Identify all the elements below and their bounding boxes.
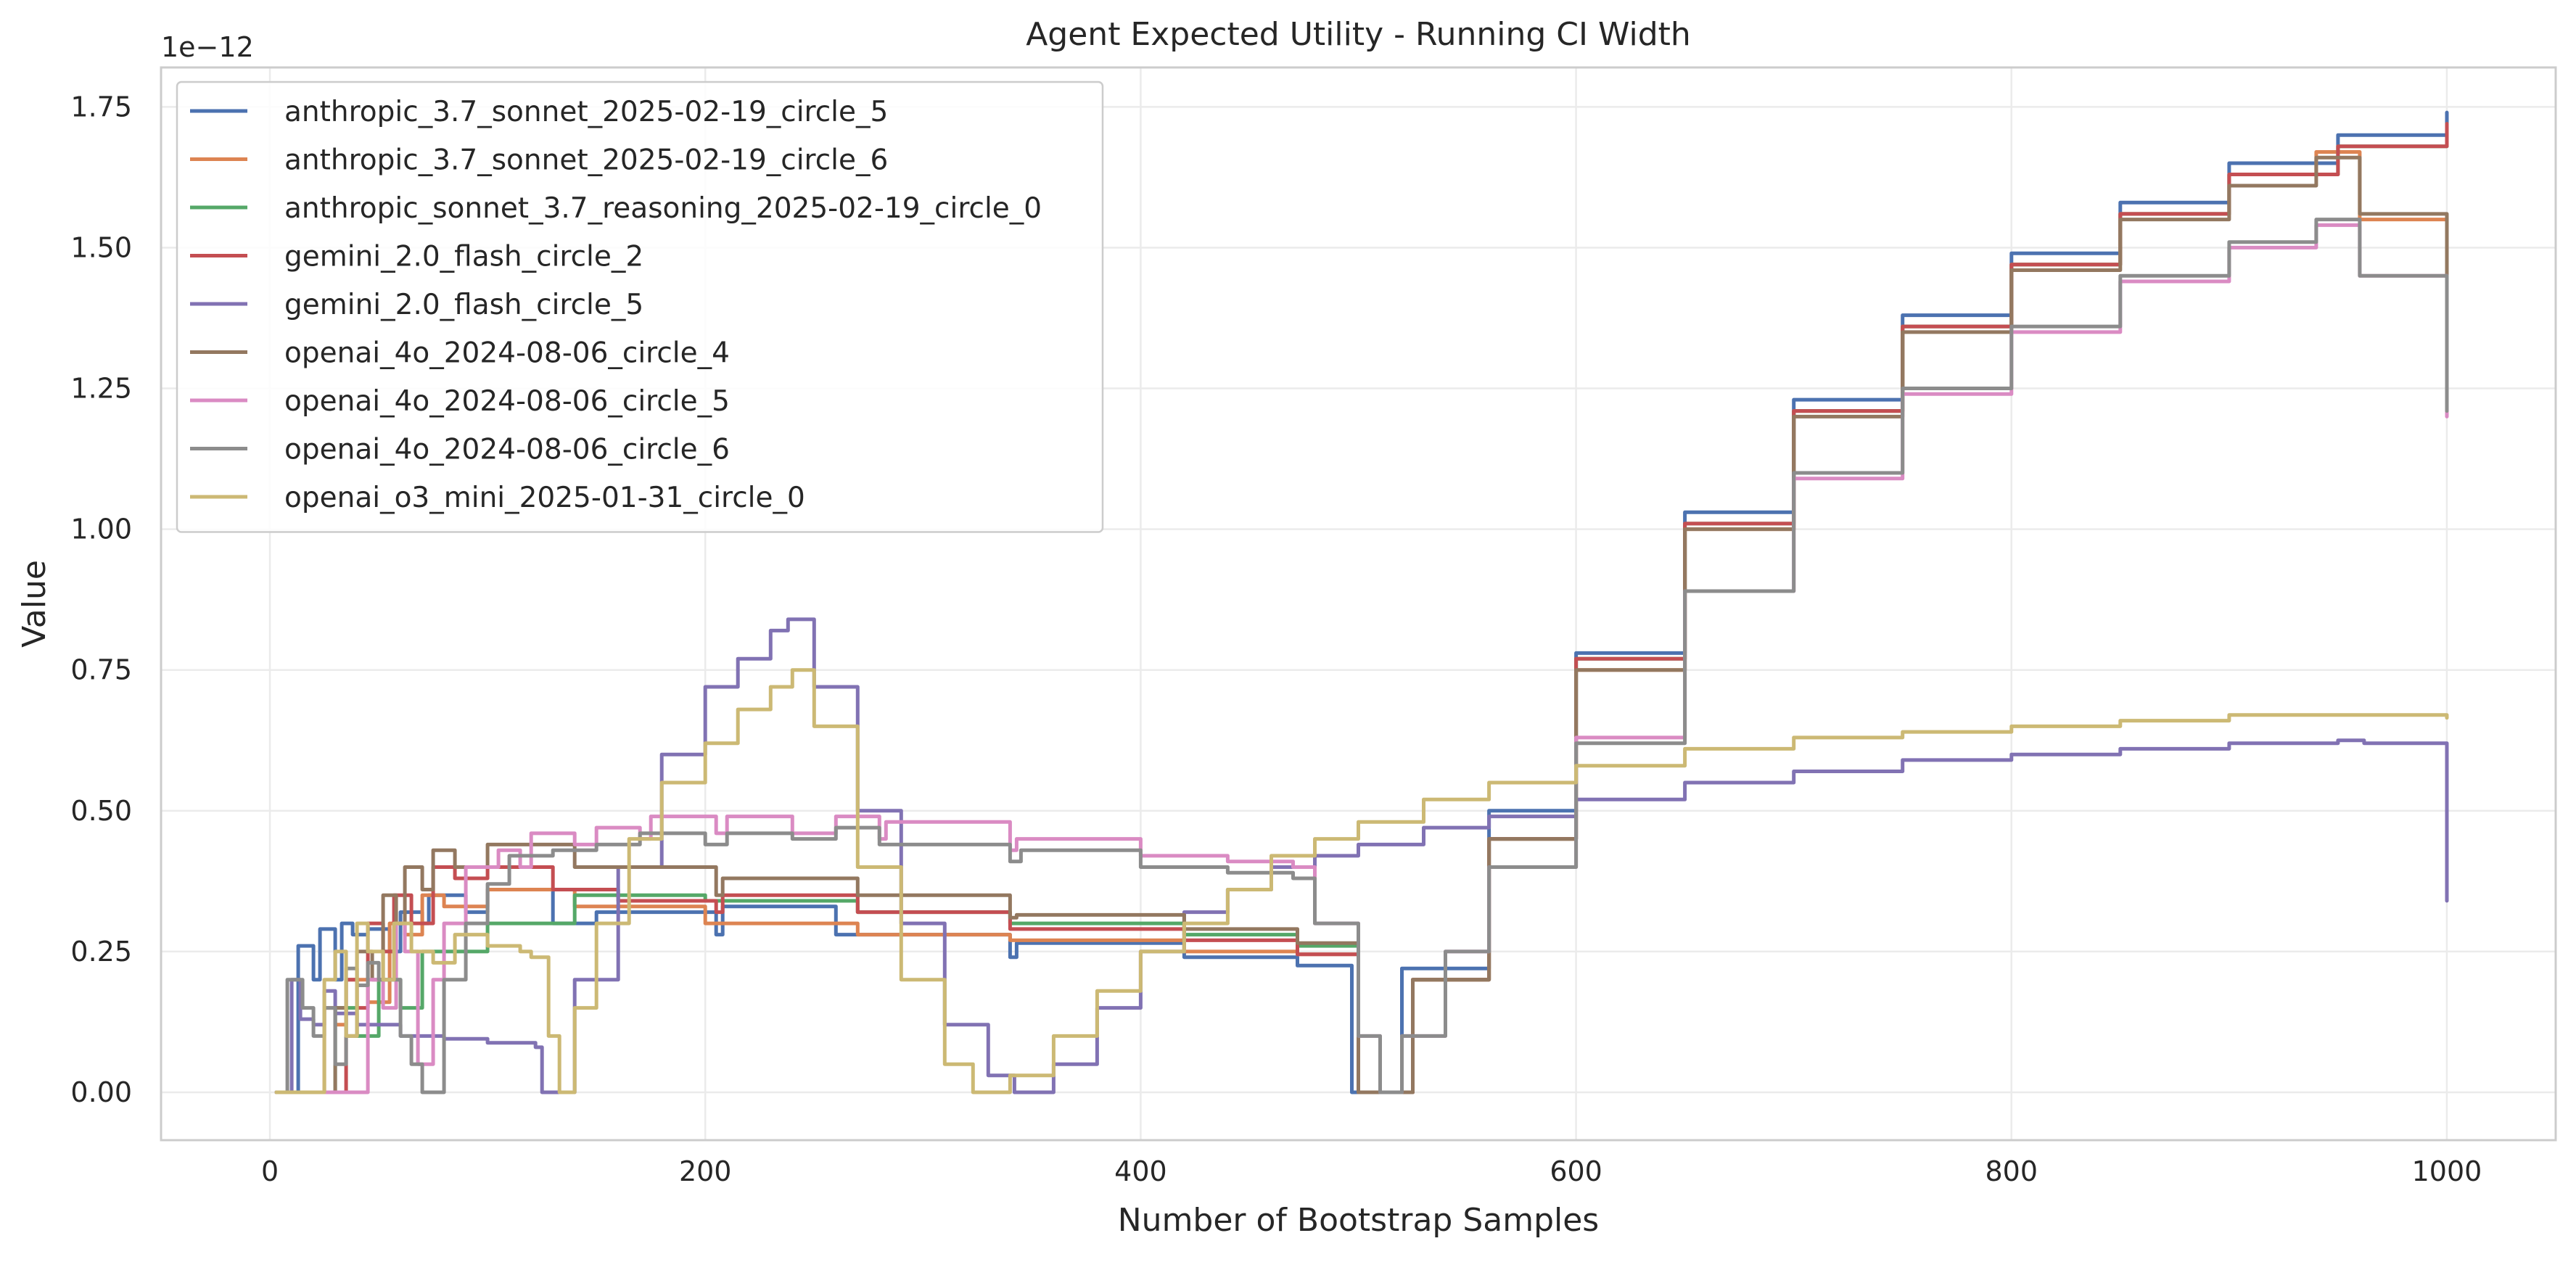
legend-label: openai_o3_mini_2025-01-31_circle_0 xyxy=(284,482,805,514)
series-line-4 xyxy=(274,617,2449,1094)
x-tick-label: 1000 xyxy=(2412,1155,2482,1187)
x-tick-label: 0 xyxy=(261,1155,279,1187)
y-tick-label: 1.75 xyxy=(70,91,132,123)
legend: anthropic_3.7_sonnet_2025-02-19_circle_5… xyxy=(176,81,1104,533)
x-tick-label: 200 xyxy=(679,1155,732,1187)
x-tick-label: 400 xyxy=(1114,1155,1167,1187)
series-line-0 xyxy=(274,110,2449,1094)
legend-label: openai_4o_2024-08-06_circle_6 xyxy=(284,434,730,466)
legend-label: gemini_2.0_flash_circle_5 xyxy=(284,289,643,321)
y-axis-title: Value xyxy=(16,560,53,648)
legend-label: openai_4o_2024-08-06_circle_4 xyxy=(284,337,730,370)
x-tick-label: 600 xyxy=(1550,1155,1602,1187)
y-tick-label: 0.00 xyxy=(70,1076,132,1108)
x-axis-title: Number of Bootstrap Samples xyxy=(1118,1202,1599,1239)
y-axis-offset-text: 1e−12 xyxy=(161,31,254,63)
series-line-8 xyxy=(274,668,2449,1094)
legend-label: gemini_2.0_flash_circle_2 xyxy=(284,241,643,273)
y-tick-label: 0.75 xyxy=(70,654,132,686)
y-tick-label: 1.25 xyxy=(70,373,132,405)
axis-ticks: 0 200 400 600 800 1000 0.00 0.25 0.50 0.75 1.00 1.2… xyxy=(70,91,2482,1187)
y-tick-label: 0.25 xyxy=(70,936,132,968)
y-tick-label: 1.00 xyxy=(70,514,132,545)
series-lines xyxy=(274,110,2449,1094)
plot-area-border xyxy=(160,66,2557,1142)
legend-label: openai_4o_2024-08-06_circle_5 xyxy=(284,385,730,418)
y-tick-label: 1.50 xyxy=(70,231,132,263)
legend-label: anthropic_3.7_sonnet_2025-02-19_circle_6 xyxy=(284,144,888,177)
legend-label: anthropic_3.7_sonnet_2025-02-19_circle_5 xyxy=(284,96,888,128)
x-tick-label: 800 xyxy=(1986,1155,2038,1187)
series-line-5 xyxy=(274,155,2449,1094)
series-line-7 xyxy=(274,218,2449,1094)
y-tick-label: 0.50 xyxy=(70,795,132,827)
legend-box xyxy=(176,81,1104,533)
legend-label: anthropic_sonnet_3.7_reasoning_2025-02-1… xyxy=(284,192,1042,225)
chart-title: Agent Expected Utility - Running CI Widt… xyxy=(1026,16,1691,53)
